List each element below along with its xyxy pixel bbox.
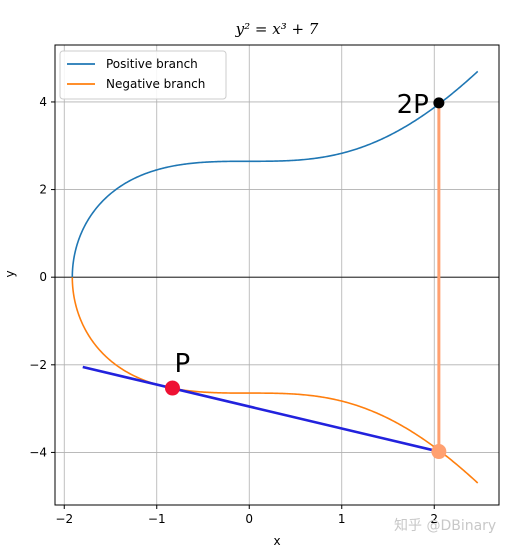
x-tick-label: 1 (338, 512, 346, 526)
grid (55, 45, 499, 505)
x-tick-label: −2 (55, 512, 73, 526)
y-axis-label: y (3, 270, 17, 277)
y-tick-label: −2 (29, 358, 47, 372)
legend-box (59, 50, 227, 100)
y-tick-label: 2 (39, 183, 47, 197)
x-tick-label: 2 (430, 512, 438, 526)
chart-title: y² = x³ + 7 (235, 20, 319, 38)
series-layer (71, 70, 479, 484)
plot-frame (54, 44, 500, 506)
negative-branch-line (71, 277, 479, 484)
point-2p-label: 2P (397, 90, 429, 120)
legend-label-negative: Negative branch (106, 77, 205, 91)
x-tick-label: −1 (148, 512, 166, 526)
point-p-label: P (174, 349, 190, 379)
y-tick-label: 4 (39, 95, 47, 109)
tangent-line (82, 365, 440, 453)
point-2p-marker (433, 97, 445, 109)
x-axis-label: x (273, 534, 280, 548)
tick-layer: −2 −1 0 1 2 −4 −2 0 2 4 (29, 95, 438, 526)
y-tick-label: −4 (29, 445, 47, 459)
y-tick-label: 0 (39, 270, 47, 284)
overlay-layer: P 2P (82, 90, 447, 460)
watermark: 知乎 @DBinary (394, 517, 496, 534)
legend: Positive branch Negative branch (59, 50, 227, 100)
positive-branch-line (71, 70, 479, 278)
legend-label-positive: Positive branch (106, 57, 198, 71)
point-p-marker (164, 380, 180, 396)
intersection-point-marker (431, 444, 447, 460)
x-tick-label: 0 (245, 512, 253, 526)
